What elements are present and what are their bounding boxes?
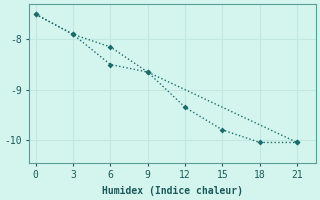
X-axis label: Humidex (Indice chaleur): Humidex (Indice chaleur) (102, 186, 243, 196)
